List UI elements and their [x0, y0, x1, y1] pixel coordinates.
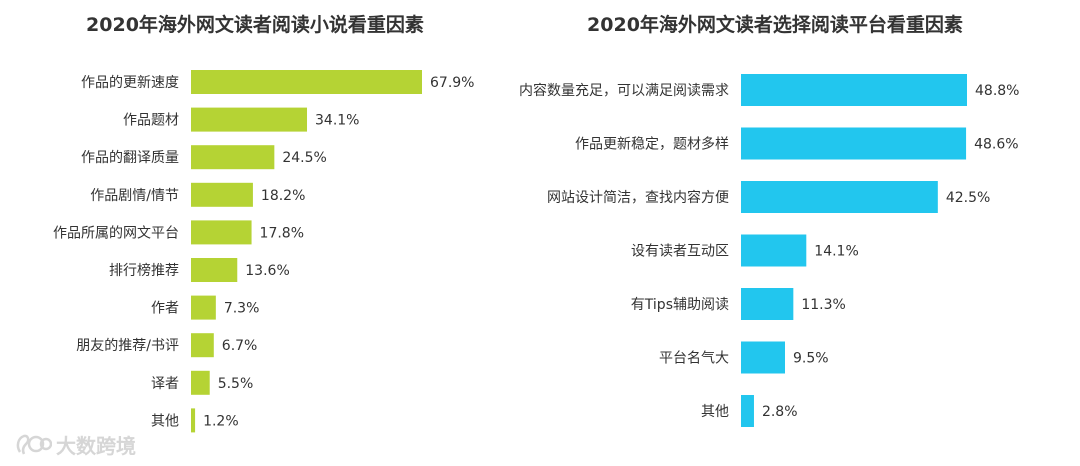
left-category-label: 朋友的推荐/书评	[76, 338, 179, 354]
left-bar	[191, 145, 275, 170]
right-category-label: 网站设计简洁，查找内容方便	[547, 189, 729, 206]
left-value-label: 7.3%	[224, 301, 260, 317]
right-bar	[741, 288, 794, 320]
left-value-label: 24.5%	[282, 150, 326, 166]
right-value-label: 2.8%	[762, 404, 798, 420]
right-value-label: 14.1%	[814, 244, 858, 260]
left-bar	[191, 258, 238, 282]
right-category-label: 其他	[701, 404, 729, 420]
left-bar	[191, 370, 210, 395]
left-bar	[191, 220, 252, 245]
right-value-label: 48.6%	[974, 137, 1018, 153]
left-value-label: 1.2%	[203, 413, 239, 429]
right-bar	[741, 341, 785, 374]
right-value-label: 42.5%	[946, 190, 990, 206]
chart-right: 内容数量充足，可以满足阅读需求 48.8% 作品更新稳定，题材多样 48.6% 网站设计…	[519, 74, 1019, 427]
right-category-label: 有Tips辅助阅读	[631, 296, 729, 313]
left-category-label: 译者	[151, 376, 179, 392]
chart-left: 作品的更新速度 67.9% 作品题材 34.1% 作品的翻译质量 24.5% 作品剧情/情节…	[53, 70, 474, 433]
left-category-label: 作品剧情/情节	[90, 188, 179, 204]
right-category-label: 作品更新稳定，题材多样	[575, 136, 729, 153]
left-category-label: 作品的更新速度	[81, 75, 179, 91]
right-bar	[741, 127, 967, 160]
left-category-label: 作者	[151, 301, 179, 317]
right-category-label: 设有读者互动区	[631, 243, 729, 260]
left-category-label: 其他	[151, 413, 179, 429]
right-value-label: 48.8%	[975, 83, 1019, 99]
right-category-label: 平台名气大	[659, 351, 729, 367]
left-value-label: 18.2%	[261, 188, 305, 204]
right-bar	[741, 74, 967, 106]
left-bar	[191, 333, 214, 358]
right-value-label: 11.3%	[801, 297, 845, 313]
left-category-label: 作品题材	[123, 113, 179, 129]
left-category-label: 作品所属的网文平台	[53, 225, 179, 241]
left-value-label: 67.9%	[430, 75, 474, 91]
left-category-label: 作品的翻译质量	[81, 150, 179, 166]
right-bar	[741, 395, 754, 427]
watermark: 大数跨境	[14, 430, 136, 459]
left-value-label: 34.1%	[315, 113, 359, 129]
left-value-label: 5.5%	[218, 376, 254, 392]
left-bar	[191, 70, 422, 94]
left-bar	[191, 295, 216, 320]
right-value-label: 9.5%	[793, 351, 829, 367]
left-value-label: 6.7%	[222, 338, 258, 354]
right-bar	[741, 234, 807, 267]
left-value-label: 13.6%	[245, 263, 289, 279]
right-bar	[741, 181, 938, 213]
left-category-label: 排行榜推荐	[109, 262, 179, 279]
logo-icon	[16, 434, 52, 455]
chart-title-right: 2020年海外网文读者选择阅读平台看重因素	[587, 14, 963, 36]
right-category-label: 内容数量充足，可以满足阅读需求	[519, 82, 729, 99]
left-bar	[191, 107, 308, 132]
left-bar	[191, 408, 196, 433]
watermark-text: 大数跨境	[56, 434, 136, 458]
left-bar	[191, 182, 253, 207]
left-value-label: 17.8%	[260, 225, 304, 241]
chart-title-left: 2020年海外网文读者阅读小说看重因素	[86, 14, 424, 36]
